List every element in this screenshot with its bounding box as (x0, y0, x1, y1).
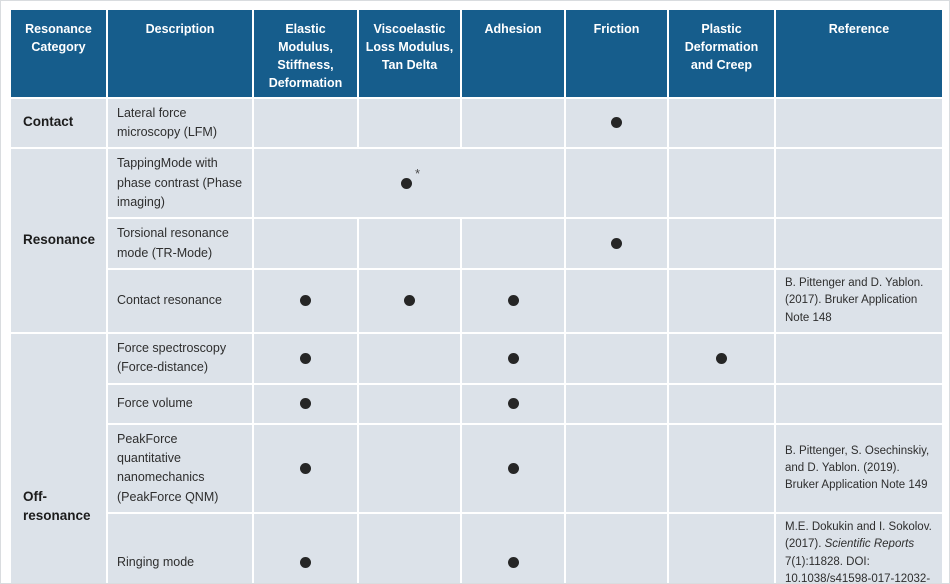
capability-dot (300, 397, 311, 409)
capability-dot (300, 556, 311, 568)
capability-dot (611, 117, 622, 129)
reference-cell: B. Pittenger and D. Yablon. (2017). Bruk… (774, 268, 944, 334)
mark-cell-plastic (667, 217, 776, 271)
mark-cell-viscoelastic (357, 512, 462, 583)
capability-dot (507, 352, 519, 364)
mark-cell-plastic (667, 96, 776, 150)
mark-cell-adhesion (460, 382, 566, 425)
table-row: Torsional resonance mode (TR-Mode) (10, 217, 944, 271)
capability-dot (400, 177, 412, 189)
reference-cell (774, 147, 944, 220)
table-row: Ringing mode M.E. Dokukin and I. Sokolov.… (10, 512, 944, 584)
capability-dot (507, 462, 519, 474)
mark-cell-viscoelastic (357, 96, 462, 150)
capability-dot (716, 352, 727, 364)
afm-modes-comparison-table: Resonance Category Description Elastic M… (9, 8, 944, 584)
capability-dot (507, 295, 519, 307)
mark-cell-plastic (667, 512, 776, 583)
reference-cell (774, 96, 944, 150)
mark-cell-adhesion (460, 268, 566, 334)
column-header-resonance-category: Resonance Category (9, 8, 108, 99)
table-body: Contact Lateral force microscopy (LFM) Res… (9, 96, 944, 584)
capability-dot (404, 295, 415, 307)
table-row: Off-resonance Force spectroscopy (Force-d… (9, 331, 944, 583)
mark-cell-friction (564, 96, 669, 150)
column-header-description: Description (106, 8, 254, 99)
capability-dot (300, 462, 311, 474)
mark-cell-friction (564, 382, 669, 425)
mark-cell-viscoelastic (357, 382, 462, 425)
table-row: Contact Lateral force microscopy (LFM) (9, 96, 944, 150)
mark-cell-elastic (252, 96, 359, 150)
reference-cell (774, 217, 944, 271)
reference-journal-name: Scientific Reports (824, 538, 915, 551)
mark-cell-friction (564, 422, 669, 515)
category-cell: Contact (9, 96, 108, 150)
reference-cell: M.E. Dokukin and I. Sokolov. (2017). Sci… (774, 512, 944, 584)
reference-text: 7(1):11828. DOI: 10.1038/s41598-017-1203… (785, 555, 931, 584)
mark-cell-friction (564, 512, 669, 583)
mark-cell-viscoelastic (357, 422, 462, 515)
description-cell: TappingMode with phase contrast (Phase i… (106, 147, 254, 220)
mark-cell-adhesion (460, 217, 566, 271)
header-row: Resonance Category Description Elastic M… (9, 8, 944, 99)
mark-cell-plastic (667, 382, 776, 425)
column-header-adhesion: Adhesion (460, 8, 566, 99)
mark-cell-elastic (252, 382, 359, 425)
mark-cell-viscoelastic (357, 331, 462, 385)
mark-cell-friction (564, 147, 669, 220)
category-cell: Off-resonance (9, 331, 108, 583)
description-cell: Torsional resonance mode (TR-Mode) (106, 217, 254, 271)
mark-cell-friction (564, 331, 669, 385)
reference-text: M.E. Dokukin and I. Sokolov. (2017). (785, 521, 932, 551)
reference-cell: B. Pittenger, S. Osechinskiy, and D. Yab… (774, 422, 944, 515)
description-cell: Force volume (106, 382, 254, 425)
mark-cell-adhesion (460, 96, 566, 150)
mark-cell-elastic (252, 331, 359, 385)
description-cell: Force spectroscopy (Force-distance) (106, 331, 254, 385)
mark-cell-elastic (252, 217, 359, 271)
footnote-asterisk: * (414, 166, 421, 182)
description-cell: Contact resonance (106, 268, 254, 334)
capability-dot (300, 352, 311, 364)
description-cell: Ringing mode (106, 512, 254, 583)
table-row: Force volume (10, 382, 944, 425)
column-header-plastic-deformation: Plastic Deformation and Creep (667, 8, 776, 99)
mark-cell-elastic (252, 512, 359, 583)
mark-cell-adhesion (460, 331, 566, 385)
reference-text: B. Pittenger and D. Yablon. (2017). Bruk… (785, 277, 924, 324)
mark-cell-friction (564, 217, 669, 271)
description-cell: Lateral force microscopy (LFM) (106, 96, 254, 150)
mark-cell-viscoelastic (357, 268, 462, 334)
table-row: Contact resonance B. Pittenger and D. Yab… (10, 268, 944, 334)
mark-cell-friction (564, 268, 669, 334)
description-cell: PeakForce quantitative nanomechanics (Pe… (106, 422, 254, 515)
capability-dot (507, 397, 519, 409)
mark-cell-plastic (667, 422, 776, 515)
table-row: Resonance TappingMode with phase contrast… (9, 147, 944, 334)
reference-cell (774, 382, 944, 425)
capability-dot (507, 556, 519, 568)
category-cell: Resonance (9, 147, 108, 334)
reference-cell (774, 331, 944, 385)
mark-cell-elastic (252, 268, 359, 334)
capability-dot (300, 295, 311, 307)
merged-mark-cell: * (252, 147, 566, 220)
column-header-viscoelastic-loss: Viscoelastic Loss Modulus, Tan Delta (357, 8, 462, 99)
column-header-elastic-modulus: Elastic Modulus, Stiffness, Deformation (252, 8, 359, 99)
mark-cell-plastic (667, 331, 776, 385)
mark-cell-viscoelastic (357, 217, 462, 271)
table-row: PeakForce quantitative nanomechanics (Pe… (10, 422, 944, 515)
table-header: Resonance Category Description Elastic M… (9, 8, 944, 99)
column-header-friction: Friction (564, 8, 669, 99)
mark-cell-plastic (667, 268, 776, 334)
column-header-reference: Reference (774, 8, 944, 99)
reference-text: B. Pittenger, S. Osechinskiy, and D. Yab… (785, 444, 930, 492)
mark-cell-elastic (252, 422, 359, 515)
mark-cell-plastic (667, 147, 776, 220)
mark-cell-adhesion (460, 512, 566, 583)
capability-dot (611, 238, 622, 250)
mark-cell-adhesion (460, 422, 566, 515)
